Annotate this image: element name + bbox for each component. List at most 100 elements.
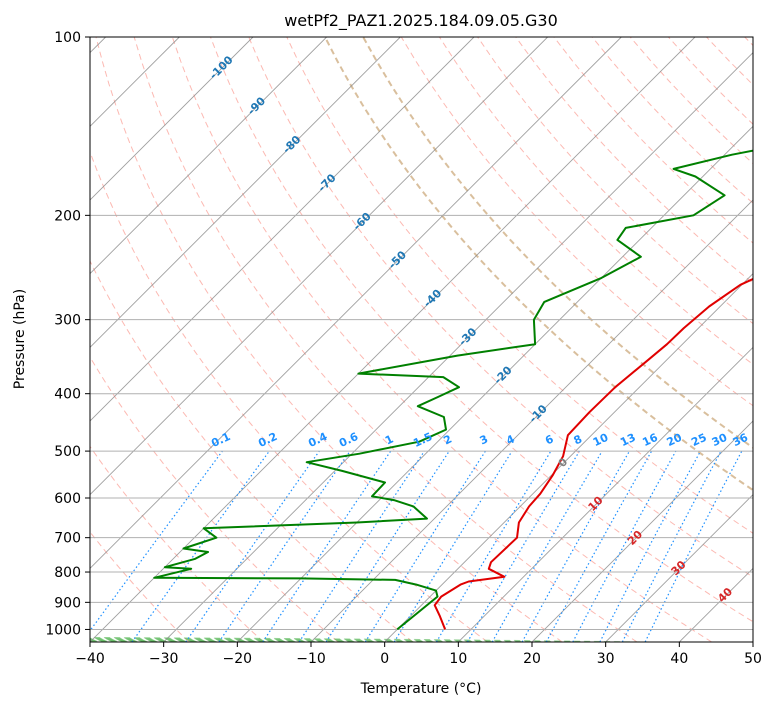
isotherm-line <box>384 273 753 642</box>
y-axis-title: Pressure (hPa) <box>12 289 28 389</box>
dry-adiabat-line <box>248 37 753 578</box>
dry-adiabat-line <box>477 37 753 325</box>
dry-adiabat-line <box>90 150 488 642</box>
dry-adiabat-line <box>668 37 753 125</box>
chart-title: wetPf2_PAZ1.2025.184.09.05.G30 <box>284 11 558 31</box>
y-tick-label: 500 <box>54 444 81 460</box>
isotherm-line <box>90 37 622 569</box>
isotherm-line <box>679 567 753 642</box>
mixing-ratio-line <box>218 450 351 642</box>
x-tick-label: 10 <box>449 651 467 667</box>
mixing-ratio-label: 1 <box>383 432 395 447</box>
x-axis-title: Temperature (°C) <box>360 681 482 697</box>
profile-series <box>153 149 753 631</box>
isotherm-line <box>310 199 753 642</box>
y-tick-label: 400 <box>54 387 81 403</box>
isotherm-line <box>90 37 548 496</box>
isotherm-label: -10 <box>527 402 550 425</box>
y-tick-label: 700 <box>54 531 81 547</box>
mixing-ratio-label: 25 <box>689 431 708 449</box>
x-tick-label: −10 <box>296 651 326 667</box>
isotherm-line <box>90 37 475 422</box>
mixing-ratio-label: 0.2 <box>256 430 279 450</box>
moist-adiabat-line <box>90 636 650 642</box>
mixing-ratio-label: 13 <box>618 431 637 449</box>
dry-adiabat-line <box>286 37 753 534</box>
mixing-ratio-line <box>572 450 677 642</box>
dewpoint-profile-line <box>153 149 753 631</box>
mixing-ratio-line <box>131 450 270 642</box>
isotherm-line <box>605 494 753 642</box>
isotherm-line <box>237 125 753 642</box>
x-tick-label: 50 <box>744 651 762 667</box>
isotherm-line <box>90 37 254 201</box>
mixing-ratio-labels: 0.1 0.2 0.4 0.6 1 1.5 2 3 4 6 8 10 13 16 20 25 30 36 <box>209 430 750 450</box>
mixing-ratio-label: 30 <box>710 431 730 449</box>
mixing-ratio-line <box>90 450 223 632</box>
isotherm-line <box>163 52 753 642</box>
dry-adiabat-line <box>90 445 264 642</box>
mixing-ratio-label: 8 <box>572 432 584 447</box>
isotherm-label: -60 <box>351 210 374 233</box>
y-axis-ticks: 100 200 300 400 500 600 700 800 900 1000 <box>45 30 90 638</box>
dry-adiabat-line <box>90 259 414 642</box>
mixing-ratio-label: 10 <box>591 431 611 449</box>
isotherm-label: -40 <box>421 287 444 310</box>
isotherm-label: -90 <box>245 94 268 117</box>
mixing-ratio-line <box>435 450 552 642</box>
isotherm-label: -70 <box>315 171 338 194</box>
mixing-ratio-line <box>325 450 450 642</box>
mixing-ratio-label: 0.1 <box>209 430 232 450</box>
moist-adiabat-line <box>90 637 621 642</box>
dry-adiabat-line <box>90 356 339 642</box>
x-tick-label: −30 <box>149 651 179 667</box>
plot-frame <box>89 36 754 643</box>
mixing-ratio-line <box>262 450 392 642</box>
x-tick-label: 40 <box>670 651 688 667</box>
background-lines <box>90 37 753 642</box>
mixing-ratio-line <box>599 450 702 642</box>
dry-adiabat-line <box>90 531 190 642</box>
mixing-ratio-label: 4 <box>504 432 517 447</box>
y-tick-label: 200 <box>54 208 81 224</box>
mixing-ratio-line <box>545 450 653 642</box>
dry-adiabat-line <box>706 37 753 86</box>
y-tick-label: 800 <box>54 565 81 581</box>
x-tick-label: −40 <box>75 651 105 667</box>
y-tick-label: 300 <box>54 313 81 329</box>
mixing-ratio-line <box>644 450 743 642</box>
mixing-ratio-label: 20 <box>665 431 685 449</box>
isotherm-line <box>531 420 753 642</box>
x-tick-label: 30 <box>597 651 615 667</box>
y-tick-label: 600 <box>54 491 81 507</box>
dry-adiabat-line <box>324 37 753 492</box>
mixing-ratio-line <box>298 450 425 642</box>
dry-adiabat-line <box>133 37 638 642</box>
x-axis-ticks: −40 −30 −20 −10 0 10 20 30 40 50 <box>75 642 762 667</box>
mixing-ratio-label: 16 <box>640 431 660 449</box>
isotherm-label: 20 <box>625 528 645 548</box>
isotherm-line <box>90 37 696 642</box>
mixing-ratio-label: 0.6 <box>337 430 360 450</box>
mixing-ratio-label: 2 <box>442 432 454 447</box>
mixing-ratio-label: 1.5 <box>411 430 434 450</box>
mixing-ratio-label: 6 <box>543 432 556 447</box>
isotherm-line <box>458 346 753 642</box>
moist-adiabat-line <box>90 637 562 642</box>
dry-adiabat-line <box>515 37 753 284</box>
isotherm-line <box>90 37 327 275</box>
dry-adiabat-line <box>553 37 753 244</box>
pressure-gridlines <box>90 37 753 630</box>
isotherm-label: -30 <box>456 325 479 348</box>
isotherm-label: -80 <box>280 133 303 156</box>
x-tick-label: 20 <box>523 651 541 667</box>
mixing-ratio-line <box>521 450 631 642</box>
isotherm-label: 30 <box>669 558 689 578</box>
dry-adiabat-line <box>210 37 753 623</box>
x-tick-label: 0 <box>380 651 389 667</box>
mixing-ratio-label: 0.4 <box>306 430 329 450</box>
y-tick-label: 1000 <box>45 622 81 638</box>
isotherm-label: 10 <box>586 494 606 514</box>
